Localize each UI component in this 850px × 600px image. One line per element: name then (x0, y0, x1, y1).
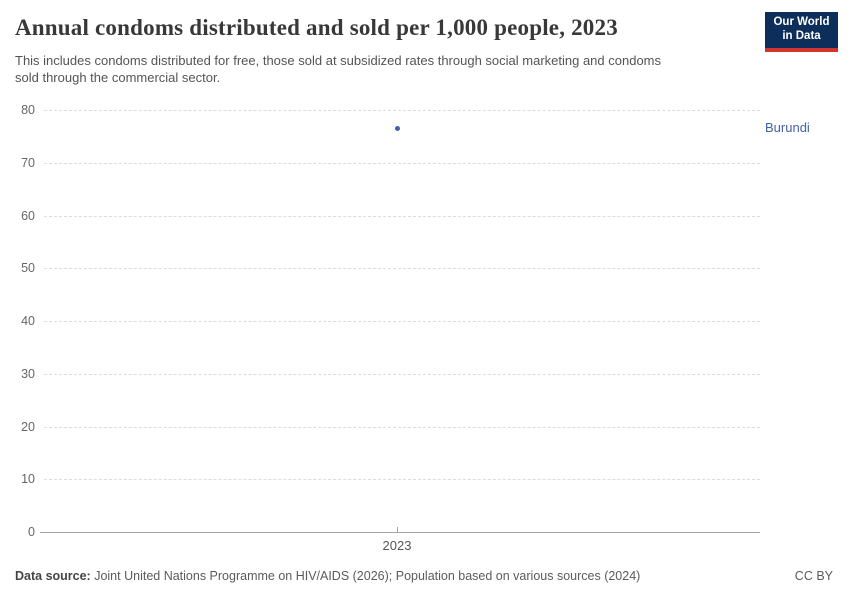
y-axis-tick-label-30: 30 (21, 366, 35, 381)
x-axis-tick (397, 527, 398, 532)
y-axis-tick-label-40: 40 (21, 314, 35, 328)
x-axis-line (40, 532, 760, 533)
y-axis-tick-label-80: 80 (21, 103, 35, 117)
license-link[interactable]: CC BY (794, 569, 833, 583)
entity-label-burundi[interactable]: Burundi (765, 120, 810, 136)
gridline-10 (44, 479, 760, 481)
data-source-text: Joint United Nations Programme on HIV/AI… (90, 569, 641, 583)
gridline-80 (44, 110, 760, 111)
gridline-30 (44, 373, 760, 375)
y-axis-tick-label-0: 0 (28, 525, 35, 539)
chart-subtitle: This includes condoms distributed for fr… (15, 52, 775, 87)
chart-subtitle-line1: This includes condoms distributed for fr… (15, 53, 662, 68)
gridline-60 (44, 215, 760, 217)
y-axis-tick-label-60: 60 (21, 208, 35, 223)
gridline-20 (44, 426, 760, 428)
chart-subtitle-line2: sold through the commercial sector. (15, 70, 221, 86)
data-source-label: Data source: (15, 569, 91, 583)
y-axis-tick-label-20: 20 (21, 419, 35, 434)
gridline-50 (44, 268, 760, 270)
chart-title: Annual condoms distributed and sold per … (15, 15, 618, 40)
owid-logo-line1: Our World (773, 16, 830, 29)
data-point-burundi[interactable] (394, 125, 400, 131)
owid-logo-line2: in Data (782, 30, 821, 42)
owid-logo[interactable]: Our World in Data (765, 12, 838, 52)
gridline-40 (44, 321, 760, 322)
y-axis-tick-label-10: 10 (21, 472, 35, 487)
gridline-70 (44, 162, 760, 164)
y-axis-tick-label-50: 50 (21, 261, 35, 276)
data-source-note: Data source: Joint United Nations Progra… (15, 569, 715, 583)
y-axis-tick-label-70: 70 (21, 155, 35, 170)
x-axis-tick-label: 2023 (382, 538, 412, 553)
